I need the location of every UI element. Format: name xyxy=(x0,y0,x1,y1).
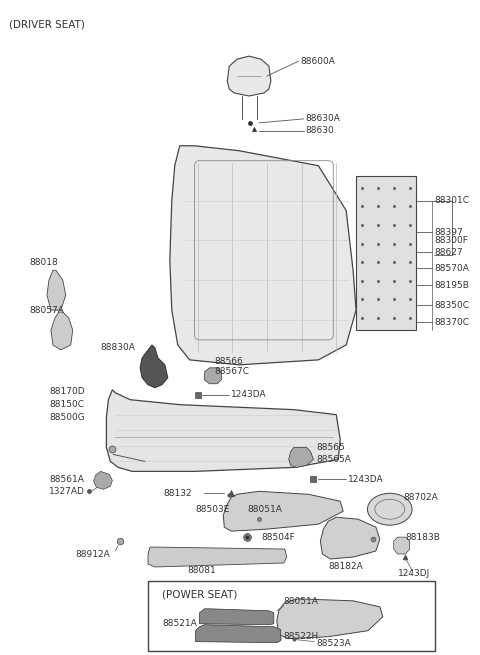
FancyBboxPatch shape xyxy=(148,581,435,650)
Text: 88081: 88081 xyxy=(188,567,216,576)
Text: 88370C: 88370C xyxy=(434,318,469,327)
Text: 88522H: 88522H xyxy=(284,632,319,641)
Text: 88830A: 88830A xyxy=(100,343,135,352)
Polygon shape xyxy=(204,368,221,384)
Text: 1243DJ: 1243DJ xyxy=(397,569,430,578)
Text: 88521A: 88521A xyxy=(162,619,197,628)
Polygon shape xyxy=(200,608,274,625)
Text: 88057A: 88057A xyxy=(29,306,64,314)
Text: 88018: 88018 xyxy=(29,258,58,267)
Text: 88132: 88132 xyxy=(163,489,192,498)
Text: 88350C: 88350C xyxy=(434,301,469,310)
Text: 88702A: 88702A xyxy=(404,493,438,502)
Polygon shape xyxy=(321,517,380,559)
Text: (DRIVER SEAT): (DRIVER SEAT) xyxy=(9,19,85,29)
FancyBboxPatch shape xyxy=(356,176,416,330)
Text: 1243DA: 1243DA xyxy=(348,475,384,484)
Text: 88195B: 88195B xyxy=(434,281,469,290)
Text: 88566: 88566 xyxy=(215,358,243,366)
Text: 88301C: 88301C xyxy=(434,196,469,205)
Text: 88170D: 88170D xyxy=(49,387,84,396)
Polygon shape xyxy=(51,312,73,350)
Polygon shape xyxy=(140,345,168,388)
Text: 88397: 88397 xyxy=(434,228,463,237)
Polygon shape xyxy=(394,537,409,554)
Text: 88565: 88565 xyxy=(316,443,345,452)
Text: 1243DA: 1243DA xyxy=(231,390,267,399)
Polygon shape xyxy=(195,625,281,643)
Ellipse shape xyxy=(368,493,412,525)
Text: 88630: 88630 xyxy=(306,126,334,136)
Text: 88630A: 88630A xyxy=(306,115,340,123)
Polygon shape xyxy=(94,472,112,489)
Polygon shape xyxy=(227,56,271,96)
Polygon shape xyxy=(148,547,287,567)
Text: 88565A: 88565A xyxy=(316,455,351,464)
Polygon shape xyxy=(170,146,356,365)
Text: 88523A: 88523A xyxy=(316,639,351,648)
Text: 88300F: 88300F xyxy=(434,236,468,245)
Text: 1327AD: 1327AD xyxy=(49,487,85,496)
Text: 88500G: 88500G xyxy=(49,413,84,422)
Text: 88183B: 88183B xyxy=(406,533,441,542)
Text: 88503E: 88503E xyxy=(195,505,229,514)
Polygon shape xyxy=(277,599,383,639)
Polygon shape xyxy=(288,447,313,468)
Text: 88504F: 88504F xyxy=(261,533,295,542)
Text: 88051A: 88051A xyxy=(247,505,282,514)
Text: 88567C: 88567C xyxy=(215,367,250,377)
Polygon shape xyxy=(47,271,66,310)
Text: 88150C: 88150C xyxy=(49,400,84,409)
Text: 88627: 88627 xyxy=(434,248,463,257)
Text: 88912A: 88912A xyxy=(76,550,110,559)
Text: (POWER SEAT): (POWER SEAT) xyxy=(162,590,237,600)
Text: 88051A: 88051A xyxy=(284,597,319,607)
Polygon shape xyxy=(107,390,340,472)
Text: 88600A: 88600A xyxy=(300,56,336,66)
Text: 88182A: 88182A xyxy=(328,563,363,571)
Text: 88570A: 88570A xyxy=(434,264,469,272)
Polygon shape xyxy=(223,491,343,531)
Text: 88561A: 88561A xyxy=(49,475,84,484)
